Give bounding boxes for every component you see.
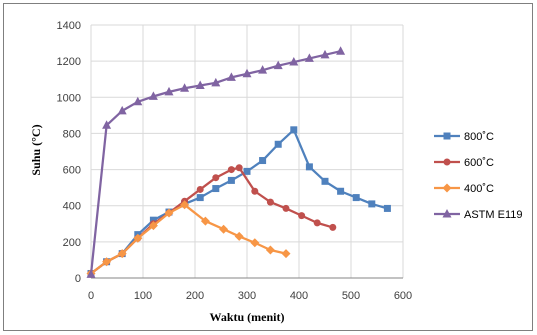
data-point — [212, 174, 220, 182]
grid-lines — [90, 24, 404, 279]
data-point — [298, 212, 306, 220]
data-point — [290, 126, 298, 134]
data-point — [313, 219, 321, 227]
data-point — [164, 208, 174, 218]
legend-label: 600˚C — [464, 157, 494, 169]
data-point — [226, 72, 236, 81]
x-axis-ticks: 0 100 200 300 400 500 600 — [88, 290, 412, 302]
data-point — [196, 185, 204, 193]
data-point — [242, 68, 252, 78]
y-tick-label: 1000 — [57, 92, 81, 104]
data-point — [383, 204, 391, 212]
series-line — [90, 128, 388, 275]
y-axis-title: Suhu (°C) — [29, 124, 43, 175]
y-tick-label: 200 — [63, 237, 81, 249]
data-point — [266, 198, 274, 206]
data-point — [133, 96, 143, 106]
x-tick-label: 400 — [290, 290, 308, 302]
data-point — [196, 194, 204, 202]
data-point — [148, 91, 158, 100]
data-point — [195, 80, 205, 90]
data-point — [289, 57, 299, 66]
data-point — [180, 200, 190, 210]
data-point — [133, 233, 143, 243]
legend-swatch-marker — [442, 183, 452, 193]
data-point — [320, 49, 330, 59]
legend: 800˚C 600˚C 400˚C ASTM E119 — [434, 131, 523, 221]
data-point — [227, 176, 235, 184]
x-tick-label: 300 — [238, 290, 256, 302]
data-point — [212, 185, 220, 193]
data-point — [336, 46, 346, 55]
data-point — [234, 231, 244, 241]
legend-label: 400˚C — [464, 183, 494, 195]
legend-item: ASTM E119 — [434, 209, 523, 221]
legend-item: 600˚C — [434, 157, 494, 169]
x-tick-label: 500 — [342, 290, 360, 302]
x-tick-label: 100 — [134, 290, 152, 302]
data-point — [274, 140, 282, 148]
data-point — [102, 257, 112, 267]
data-point — [337, 187, 345, 195]
data-point — [265, 245, 275, 255]
data-point — [258, 65, 268, 74]
x-axis-title: Waktu (menit) — [210, 310, 285, 324]
legend-item: 400˚C — [434, 183, 494, 195]
data-point — [148, 221, 158, 231]
data-point — [227, 166, 235, 174]
data-point — [235, 164, 243, 172]
data-point — [219, 224, 229, 234]
legend-swatch-marker — [442, 209, 452, 218]
data-point — [86, 269, 96, 278]
series-400-c — [86, 200, 291, 278]
legend-item: 800˚C — [434, 131, 494, 143]
data-point — [259, 157, 267, 165]
y-axis-ticks: 0 200 400 600 800 1000 1200 1400 — [57, 20, 81, 285]
data-point — [250, 238, 260, 248]
y-tick-label: 0 — [75, 273, 81, 285]
y-tick-label: 600 — [63, 165, 81, 177]
data-point — [117, 105, 127, 115]
data-point — [352, 194, 360, 202]
data-point — [282, 204, 290, 212]
data-point — [251, 187, 259, 195]
y-tick-label: 400 — [63, 201, 81, 213]
legend-label: 800˚C — [464, 131, 494, 143]
data-point — [200, 216, 210, 226]
data-point — [164, 86, 174, 96]
data-point — [273, 60, 283, 70]
data-point — [243, 167, 251, 175]
data-point — [211, 77, 221, 87]
y-tick-label: 800 — [63, 128, 81, 140]
legend-label: ASTM E119 — [464, 209, 523, 221]
y-tick-label: 1400 — [57, 20, 81, 32]
x-tick-label: 0 — [88, 290, 94, 302]
data-point — [305, 163, 313, 171]
legend-swatch-marker — [443, 132, 451, 140]
data-point — [149, 216, 157, 224]
data-point — [102, 120, 112, 129]
x-tick-label: 200 — [186, 290, 204, 302]
series-line — [90, 203, 287, 275]
series-800-c — [87, 126, 391, 277]
data-point — [329, 223, 337, 231]
x-tick-label: 600 — [394, 290, 412, 302]
y-tick-label: 1200 — [57, 56, 81, 68]
data-point — [321, 177, 329, 185]
data-point — [117, 249, 127, 259]
data-point — [281, 249, 291, 259]
series-line — [90, 166, 334, 275]
data-point — [304, 53, 314, 62]
series-layer — [86, 46, 391, 278]
data-point — [180, 83, 190, 92]
data-point — [368, 200, 376, 208]
legend-swatch-marker — [443, 158, 451, 166]
series-astm-e119 — [86, 46, 346, 278]
